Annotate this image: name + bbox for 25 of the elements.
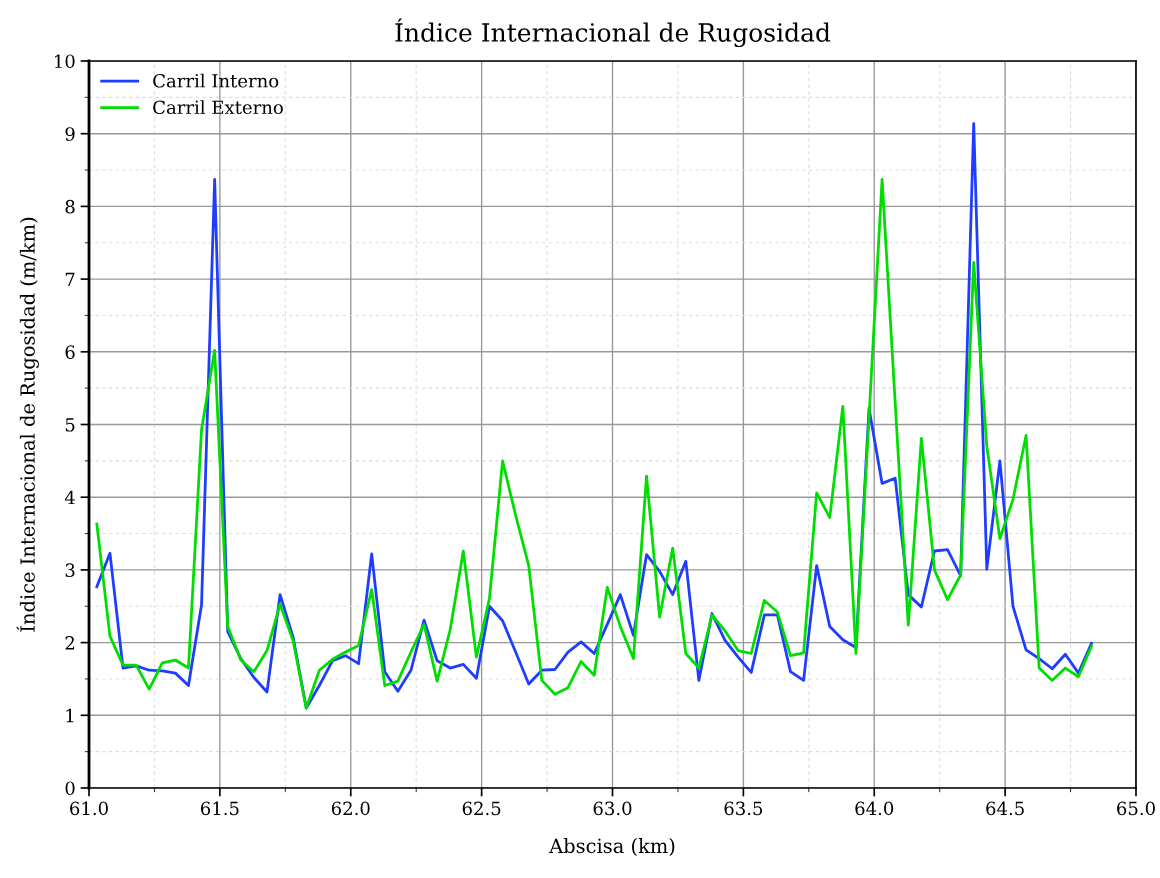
y-tick-label: 10 [55, 54, 75, 69]
x-axis-title: Abscisa (km) [549, 838, 675, 856]
x-tick-label: 61.0 [70, 801, 108, 816]
y-tick-label: 5 [65, 418, 75, 432]
y-tick-label: 8 [65, 199, 75, 214]
y-tick-label: 4 [64, 490, 75, 505]
y-tick-label: 6 [65, 345, 75, 359]
y-tick-label: 1 [66, 708, 74, 723]
x-tick-label: 65.0 [1117, 801, 1155, 816]
x-tick-label: 63.0 [593, 801, 632, 816]
y-tick-label: 7 [65, 272, 75, 286]
x-tick-label: 63.5 [724, 801, 763, 816]
x-tick-label: 64.5 [986, 801, 1024, 816]
legend-label: Carril Interno [153, 73, 279, 88]
x-tick-label: 62.0 [331, 801, 370, 816]
chart-title: Índice Internacional de Rugosidad [395, 18, 831, 48]
x-tick-label: 62.5 [462, 801, 501, 816]
y-tick-label: 3 [65, 563, 75, 578]
y-tick-label: 0 [65, 781, 75, 796]
legend-label: Carril Externo [153, 100, 283, 115]
x-tick-label: 61.5 [200, 801, 239, 816]
x-tick-label: 64.0 [855, 801, 894, 816]
y-axis-title: Índice Internacional de Rugosidad (m/km) [16, 217, 39, 632]
y-tick-label: 9 [65, 127, 75, 141]
y-tick-label: 2 [65, 636, 75, 650]
